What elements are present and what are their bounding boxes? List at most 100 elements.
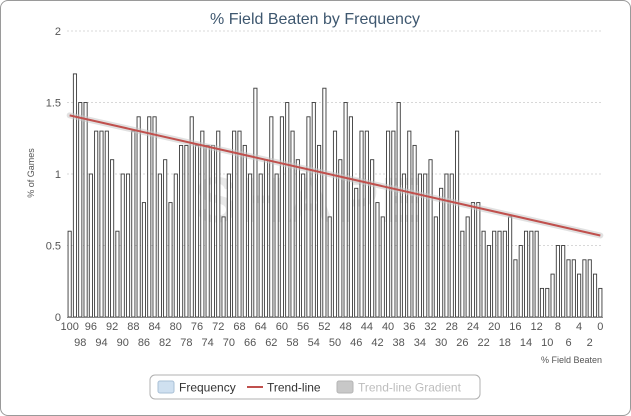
bar: [364, 130, 369, 318]
x-tick-label: 86: [138, 337, 150, 349]
bar: [99, 130, 104, 318]
x-tick-label: 6: [565, 337, 571, 349]
bar: [125, 173, 131, 318]
legend: Frequency Trend-line Trend-line Gradient: [149, 374, 481, 400]
bar: [348, 116, 353, 318]
bar: [460, 230, 465, 318]
bar: [539, 287, 545, 318]
bar: [115, 230, 120, 318]
x-tick-label: 72: [212, 321, 224, 333]
bar: [94, 130, 99, 318]
bar: [523, 230, 529, 318]
x-tick-label: 64: [255, 321, 267, 333]
legend-box: [149, 374, 481, 400]
bar: [354, 187, 359, 318]
x-tick-label: 22: [477, 337, 489, 349]
x-tick-label: 80: [170, 321, 182, 333]
bar: [221, 216, 226, 318]
bar: [232, 130, 237, 318]
y-axis-ticks: 0 0.5 1 1.5 2: [46, 26, 61, 324]
bar: [141, 202, 147, 318]
bar: [210, 144, 215, 318]
x-tick-label: 62: [265, 337, 277, 349]
bar: [200, 130, 205, 318]
x-tick-label: 50: [329, 337, 341, 349]
y-tick-label: 0.5: [46, 241, 61, 253]
bar: [407, 130, 412, 318]
y-tick-label: 1: [55, 169, 61, 181]
x-tick-label: 18: [499, 337, 511, 349]
x-tick-label: 8: [555, 321, 561, 333]
x-tick-label: 10: [541, 337, 553, 349]
bar: [332, 130, 338, 318]
bar: [497, 230, 502, 318]
bar: [481, 230, 486, 318]
x-tick-label: 60: [276, 321, 288, 333]
legend-frequency-label: Frequency: [179, 381, 236, 395]
bar: [433, 216, 438, 318]
x-tick-label: 24: [467, 321, 479, 333]
bar: [439, 187, 444, 318]
bar: [508, 216, 513, 318]
bar: [274, 173, 279, 318]
bar: [248, 173, 253, 318]
bar: [189, 116, 194, 318]
bar: [571, 259, 576, 318]
legend-item-trend-line[interactable]: Trend-line: [247, 381, 321, 395]
x-tick-label: 98: [74, 337, 86, 349]
x-tick-label: 70: [223, 337, 235, 349]
y-tick-label: 2: [55, 26, 61, 38]
legend-item-frequency[interactable]: Frequency: [157, 380, 236, 395]
x-tick-label: 66: [244, 337, 256, 349]
x-tick-label: 88: [127, 321, 139, 333]
x-tick-label: 34: [414, 337, 426, 349]
bar: [306, 116, 311, 318]
x-tick-label: 36: [403, 321, 415, 333]
bar: [338, 159, 343, 318]
bar: [529, 230, 534, 318]
bar: [67, 230, 72, 318]
bar: [285, 102, 290, 318]
bar: [322, 87, 327, 318]
bar: [157, 173, 162, 318]
bar: [184, 144, 189, 318]
bar: [455, 130, 460, 318]
bar: [83, 102, 88, 318]
x-tick-label: 16: [509, 321, 521, 333]
x-tick-label: 28: [446, 321, 458, 333]
bar: [486, 245, 491, 318]
x-tick-label: 46: [350, 337, 362, 349]
bar: [120, 173, 125, 318]
x-axis: 100 96 92 88 84 80 76 72 68 64 60 56 52 48 44 40 36 32 28 2…: [60, 317, 603, 349]
legend-item-trend-line-gradient[interactable]: Trend-line Gradient: [336, 380, 462, 395]
x-tick-label: 2: [587, 337, 593, 349]
bar: [561, 245, 566, 318]
bar: [534, 230, 539, 318]
bar: [104, 130, 109, 318]
bar: [545, 287, 550, 318]
x-tick-label: 96: [85, 321, 97, 333]
bar: [592, 273, 598, 318]
bar: [295, 159, 300, 318]
bar: [88, 173, 93, 318]
x-tick-label: 78: [180, 337, 192, 349]
x-tick-label: 92: [106, 321, 118, 333]
bar: [380, 216, 385, 318]
bar: [131, 130, 136, 318]
bar: [476, 202, 481, 318]
bar: [136, 116, 141, 318]
bar: [78, 102, 83, 318]
bar: [205, 144, 210, 318]
x-tick-label: 54: [308, 337, 320, 349]
x-tick-label: 4: [576, 321, 582, 333]
bar: [290, 130, 295, 318]
bar: [147, 116, 152, 318]
bar: [343, 102, 348, 318]
y-tick-label: 0: [55, 312, 61, 324]
bar: [502, 230, 507, 318]
bar: [179, 144, 184, 318]
bar: [258, 173, 263, 318]
trend-line-group: [66, 112, 604, 239]
bar: [518, 245, 523, 318]
x-tick-label: 0: [597, 321, 603, 333]
